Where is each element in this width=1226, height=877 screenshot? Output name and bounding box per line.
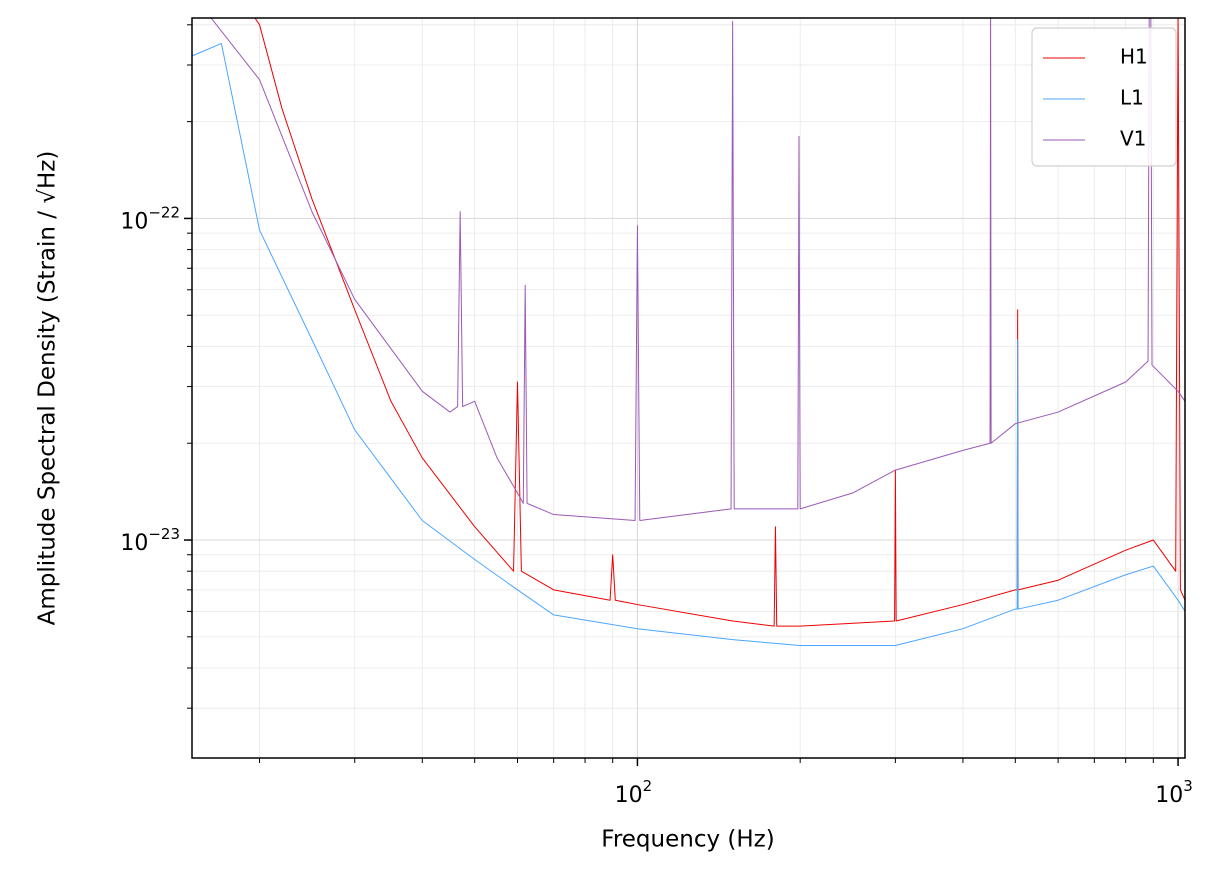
tick-exponent: −23: [148, 525, 180, 543]
y-tick-label: 10−22: [120, 203, 180, 235]
y-tick-label: 10−23: [120, 525, 180, 557]
y-axis-label: Amplitude Spectral Density (Strain / √Hz…: [35, 151, 61, 626]
x-tick-label: 103: [1155, 777, 1193, 809]
legend: H1 L1 V1: [1031, 27, 1177, 167]
plot-frame: [191, 17, 1186, 759]
plot-lines: [192, 18, 1185, 646]
tick-exponent: −22: [148, 203, 180, 221]
grid: [192, 18, 1185, 758]
tick-base: 10: [120, 209, 148, 234]
tick-base: 10: [1155, 783, 1183, 808]
legend-label: V1: [1120, 127, 1146, 151]
x-axis-label: Frequency (Hz): [601, 827, 774, 853]
x-tick-label: 102: [615, 777, 653, 809]
legend-box: [1031, 27, 1177, 167]
tick-base: 10: [615, 783, 643, 808]
legend-label: H1: [1120, 45, 1148, 69]
series-line: [192, 42, 1185, 646]
series-line: [254, 18, 1185, 627]
series-line: [210, 18, 1185, 522]
tick-base: 10: [120, 531, 148, 556]
tick-exponent: 2: [643, 777, 653, 795]
tick-exponent: 3: [1183, 777, 1193, 795]
legend-label: L1: [1120, 86, 1144, 110]
